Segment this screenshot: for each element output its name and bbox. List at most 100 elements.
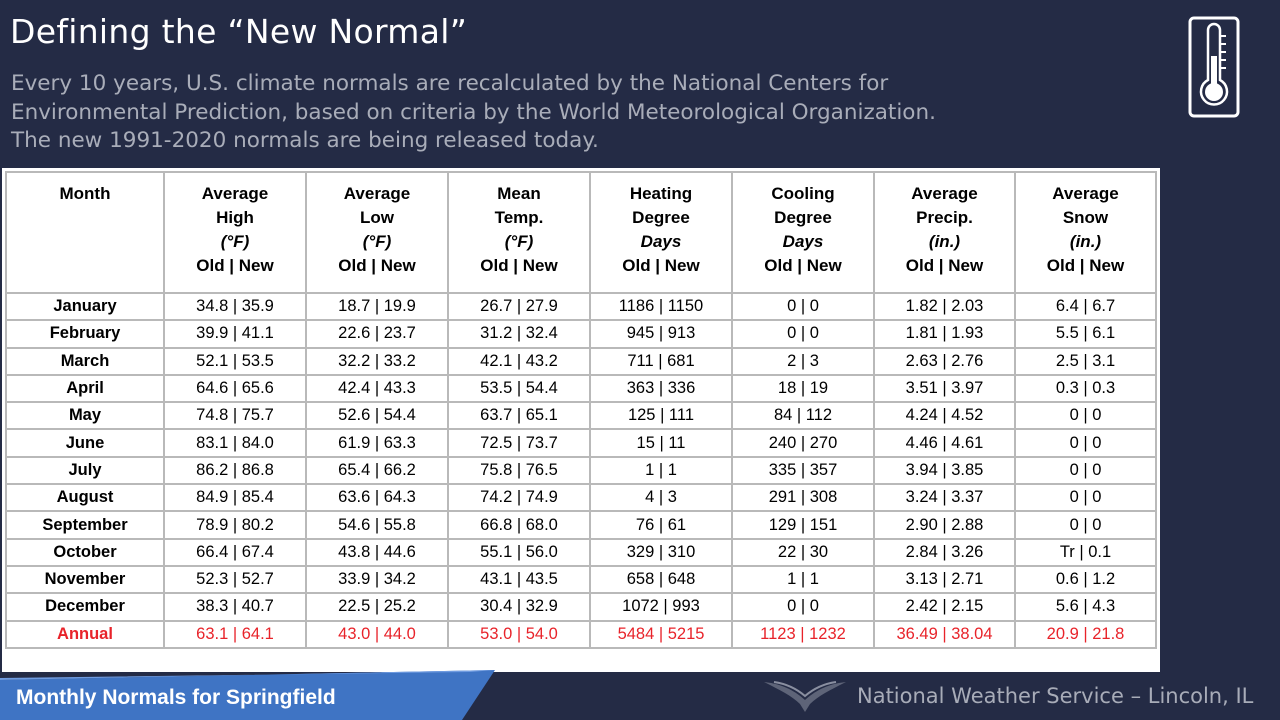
subtitle-line: The new 1991-2020 normals are being rele… <box>11 128 599 153</box>
value-cell: 22 | 30 <box>731 537 875 567</box>
table-row: July 86.2 | 86.8 65.4 | 66.2 75.8 | 76.5 1 |… <box>5 455 1157 486</box>
table-row: September 78.9 | 80.2 54.6 | 55.8 66.8 | 68… <box>5 510 1157 540</box>
table-header-row: Month Average High (°F) Old | New Average Low (… <box>5 171 1157 294</box>
column-header-line: Average <box>343 184 411 203</box>
value-cell: 4.46 | 4.61 <box>873 428 1016 458</box>
month-cell: January <box>5 291 165 322</box>
column-header-line: Old | New <box>905 256 984 275</box>
value-cell: 6.4 | 6.7 <box>1014 291 1157 322</box>
month-cell: November <box>5 564 165 595</box>
value-cell: 53.0 | 54.0 <box>447 619 591 649</box>
value-cell: 0 | 0 <box>731 592 875 622</box>
value-cell: 72.5 | 73.7 <box>447 428 591 458</box>
value-cell: 0 | 0 <box>731 291 875 322</box>
column-header-line: Cooling <box>771 184 835 203</box>
value-cell: 20.9 | 21.8 <box>1014 619 1157 649</box>
column-header-line: Low <box>360 208 394 227</box>
table-row: June 83.1 | 84.0 61.9 | 63.3 72.5 | 73.7 15 … <box>5 428 1157 458</box>
month-cell: February <box>5 319 165 349</box>
value-cell: 42.4 | 43.3 <box>305 373 449 404</box>
value-cell: 3.51 | 3.97 <box>873 373 1016 404</box>
column-header-line: Heating <box>629 184 693 203</box>
month-cell: May <box>5 401 165 431</box>
value-cell: 63.7 | 65.1 <box>447 401 591 431</box>
value-cell: 63.1 | 64.1 <box>163 619 307 649</box>
value-cell: 15 | 11 <box>589 428 733 458</box>
column-header-line: Average <box>201 184 269 203</box>
value-cell: 52.1 | 53.5 <box>163 346 307 376</box>
table-row: November 52.3 | 52.7 33.9 | 34.2 43.1 | 43.… <box>5 564 1157 595</box>
month-cell: April <box>5 373 165 404</box>
table-row: May 74.8 | 75.7 52.6 | 54.4 63.7 | 65.1 125 … <box>5 401 1157 431</box>
column-header-line: Degree <box>774 208 832 227</box>
banner-background <box>0 670 495 720</box>
footer-credit: National Weather Service – Lincoln, IL <box>857 684 1254 708</box>
value-cell: 74.8 | 75.7 <box>163 401 307 431</box>
column-header-line: (°F) <box>220 232 250 251</box>
value-cell: 335 | 357 <box>731 455 875 486</box>
column-header-line: Old | New <box>1046 256 1125 275</box>
table-row: December 38.3 | 40.7 22.5 | 25.2 30.4 | 32.… <box>5 592 1157 622</box>
value-cell: 22.5 | 25.2 <box>305 592 449 622</box>
value-cell: 63.6 | 64.3 <box>305 483 449 513</box>
value-cell: 1123 | 1232 <box>731 619 875 649</box>
column-header-line: Month <box>59 184 111 203</box>
value-cell: 18 | 19 <box>731 373 875 404</box>
value-cell: 74.2 | 74.9 <box>447 483 591 513</box>
value-cell: 32.2 | 33.2 <box>305 346 449 376</box>
column-header: Heating Degree Days Old | New <box>589 171 733 294</box>
value-cell: 61.9 | 63.3 <box>305 428 449 458</box>
column-header-line: Old | New <box>622 256 700 275</box>
month-cell: December <box>5 592 165 622</box>
column-header-line: (°F) <box>504 232 534 251</box>
column-header-line: Mean <box>497 184 541 203</box>
table-row: October 66.4 | 67.4 43.8 | 44.6 55.1 | 56.0… <box>5 537 1157 567</box>
value-cell: 363 | 336 <box>589 373 733 404</box>
column-header-line: (in.) <box>1069 232 1102 251</box>
column-header-line: Snow <box>1062 208 1109 227</box>
value-cell: 0.3 | 0.3 <box>1014 373 1157 404</box>
column-header-line: (in.) <box>928 232 961 251</box>
value-cell: 65.4 | 66.2 <box>305 455 449 486</box>
column-header-line: Average <box>911 184 978 203</box>
page-title: Defining the “New Normal” <box>10 12 468 51</box>
value-cell: 83.1 | 84.0 <box>163 428 307 458</box>
value-cell: 4.24 | 4.52 <box>873 401 1016 431</box>
column-header: Cooling Degree Days Old | New <box>731 171 875 294</box>
value-cell: 33.9 | 34.2 <box>305 564 449 595</box>
value-cell: 31.2 | 32.4 <box>447 319 591 349</box>
annual-row: Annual 63.1 | 64.1 43.0 | 44.0 53.0 | 54.0 5… <box>5 619 1157 649</box>
value-cell: 5484 | 5215 <box>589 619 733 649</box>
table-row: February 39.9 | 41.1 22.6 | 23.7 31.2 | 32.… <box>5 319 1157 349</box>
value-cell: 2.63 | 2.76 <box>873 346 1016 376</box>
value-cell: 36.49 | 38.04 <box>873 619 1016 649</box>
subtitle: Every 10 years, U.S. climate normals are… <box>11 70 1171 156</box>
value-cell: 76 | 61 <box>589 510 733 540</box>
column-header: Average High (°F) Old | New <box>163 171 307 294</box>
value-cell: 84.9 | 85.4 <box>163 483 307 513</box>
value-cell: 0 | 0 <box>1014 483 1157 513</box>
column-header-line: Average <box>1052 184 1119 203</box>
month-cell: March <box>5 346 165 376</box>
value-cell: 43.8 | 44.6 <box>305 537 449 567</box>
table-row: April 64.6 | 65.6 42.4 | 43.3 53.5 | 54.4 36… <box>5 373 1157 404</box>
column-header: Average Low (°F) Old | New <box>305 171 449 294</box>
column-header-line: Old | New <box>480 256 558 275</box>
value-cell: 78.9 | 80.2 <box>163 510 307 540</box>
month-cell: August <box>5 483 165 513</box>
value-cell: 22.6 | 23.7 <box>305 319 449 349</box>
value-cell: 43.1 | 43.5 <box>447 564 591 595</box>
column-header-line: Precip. <box>916 208 973 227</box>
value-cell: 4 | 3 <box>589 483 733 513</box>
value-cell: 2 | 3 <box>731 346 875 376</box>
table-row: March 52.1 | 53.5 32.2 | 33.2 42.1 | 43.2 71… <box>5 346 1157 376</box>
column-header-line: Days <box>640 232 682 251</box>
value-cell: 291 | 308 <box>731 483 875 513</box>
value-cell: 26.7 | 27.9 <box>447 291 591 322</box>
value-cell: 0.6 | 1.2 <box>1014 564 1157 595</box>
column-header-line: High <box>216 208 254 227</box>
column-header: Average Snow (in.) Old | New <box>1014 171 1157 294</box>
subtitle-line: Environmental Prediction, based on crite… <box>11 99 936 125</box>
month-cell: September <box>5 510 165 540</box>
value-cell: 64.6 | 65.6 <box>163 373 307 404</box>
